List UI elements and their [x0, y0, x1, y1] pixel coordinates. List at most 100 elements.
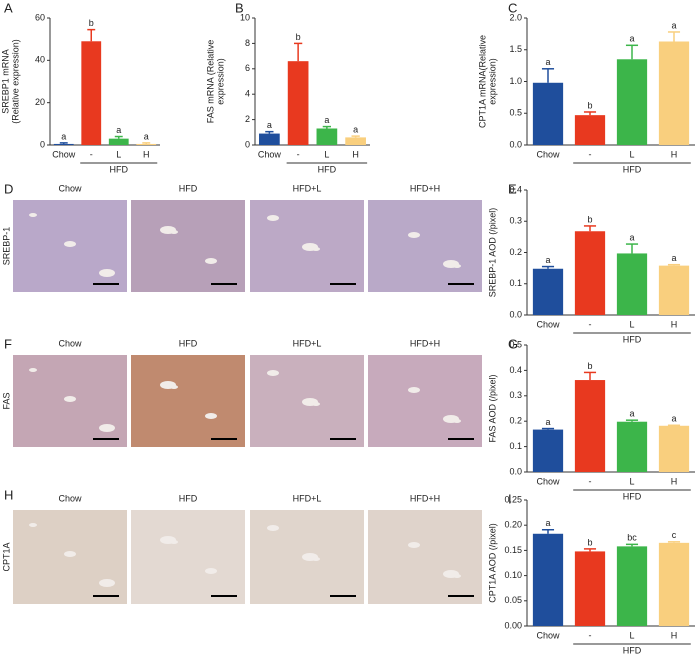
y-tick-label: 0.5	[509, 108, 522, 118]
bar	[616, 546, 648, 626]
bar	[658, 542, 690, 626]
vessel	[99, 579, 115, 587]
panel-letter: B	[235, 0, 244, 15]
group-label: HFD	[623, 164, 642, 174]
column-label: HFD	[179, 493, 198, 503]
vessel	[443, 260, 459, 268]
y-tick-label: 40	[35, 55, 45, 65]
bar	[532, 268, 564, 315]
vessel	[267, 370, 279, 376]
bar	[345, 137, 366, 145]
column-label: HFD+H	[410, 493, 440, 503]
vessel	[267, 215, 279, 221]
x-tick-label: Chow	[258, 149, 282, 159]
column-label: Chow	[58, 493, 82, 503]
vessel	[267, 525, 279, 531]
vessel	[302, 398, 318, 406]
panel-letter: A	[4, 0, 13, 15]
y-tick-label: 0.0	[509, 139, 522, 149]
vessel	[99, 269, 115, 277]
column-label: HFD	[179, 338, 198, 348]
y-tick-label: 0.20	[504, 520, 522, 530]
x-tick-label: H	[143, 149, 150, 159]
vessel	[205, 258, 217, 264]
significance-letter: bc	[627, 533, 637, 543]
significance-letter: b	[587, 537, 592, 547]
vessel	[160, 381, 176, 389]
vessel	[64, 396, 76, 402]
y-axis-label: FAS mRNA (Relative	[205, 40, 215, 124]
x-tick-label: L	[324, 149, 329, 159]
y-tick-label: 0.4	[509, 365, 522, 375]
micrograph	[368, 510, 482, 604]
vessel	[29, 523, 37, 527]
y-tick-label: 0.25	[504, 494, 522, 504]
row-label: FAS	[1, 392, 11, 409]
x-tick-label: -	[90, 149, 93, 159]
group-label: HFD	[318, 164, 337, 174]
bar	[574, 115, 606, 145]
significance-letter: a	[144, 131, 149, 141]
significance-letter: a	[545, 417, 550, 427]
bar	[574, 551, 606, 626]
x-tick-label: L	[629, 149, 634, 159]
group-label: HFD	[623, 334, 642, 344]
y-tick-label: 0.4	[509, 184, 522, 194]
bar	[658, 265, 690, 315]
panel-letter: F	[4, 336, 12, 351]
vessel	[29, 368, 37, 372]
x-tick-label: -	[297, 149, 300, 159]
y-tick-label: 0	[245, 139, 250, 149]
vessel	[302, 553, 318, 561]
bar	[616, 253, 648, 315]
y-tick-label: 0.00	[504, 620, 522, 630]
column-label: Chow	[58, 183, 82, 193]
vessel	[160, 226, 176, 234]
x-tick-label: H	[671, 476, 678, 486]
bar	[616, 421, 648, 472]
y-tick-label: 0.0	[509, 466, 522, 476]
y-tick-label: 4	[245, 89, 250, 99]
significance-letter: a	[545, 255, 550, 265]
y-axis-label: (Relative expression)	[10, 39, 20, 124]
y-axis-label: SREBP1 mRNA	[0, 49, 10, 114]
y-axis-label: SREBP-1 AOD (/pixel)	[487, 208, 497, 298]
panel-letter: C	[508, 0, 517, 15]
micrograph	[131, 355, 245, 447]
bar	[532, 82, 564, 145]
micrograph	[368, 355, 482, 447]
y-tick-label: 0.3	[509, 216, 522, 226]
panel-letter: H	[4, 487, 13, 502]
vessel	[302, 243, 318, 251]
x-tick-label: -	[589, 149, 592, 159]
vessel	[64, 241, 76, 247]
panel-letter: D	[4, 181, 13, 196]
bar	[81, 41, 102, 145]
significance-letter: a	[61, 131, 66, 141]
bar	[532, 429, 564, 472]
x-tick-label: Chow	[536, 319, 560, 329]
significance-letter: a	[671, 20, 676, 30]
vessel	[408, 542, 420, 548]
y-tick-label: 0.3	[509, 390, 522, 400]
vessel	[205, 413, 217, 419]
significance-letter: a	[629, 232, 634, 242]
y-tick-label: 1.0	[509, 76, 522, 86]
column-label: HFD+H	[410, 338, 440, 348]
y-tick-label: 2.0	[509, 12, 522, 22]
significance-letter: b	[587, 100, 592, 110]
y-axis-label: CPT1A mRNA(Relative	[477, 35, 487, 128]
x-tick-label: Chow	[52, 149, 76, 159]
y-axis-label: expression)	[215, 58, 225, 105]
group-label: HFD	[110, 164, 129, 174]
significance-letter: b	[89, 18, 94, 28]
y-tick-label: 0.15	[504, 545, 522, 555]
row-label: CPT1A	[1, 542, 11, 571]
bar	[316, 128, 338, 145]
y-tick-label: 20	[35, 97, 45, 107]
bar	[574, 231, 606, 315]
y-tick-label: 10	[240, 12, 250, 22]
column-label: Chow	[58, 338, 82, 348]
x-tick-label: -	[589, 476, 592, 486]
